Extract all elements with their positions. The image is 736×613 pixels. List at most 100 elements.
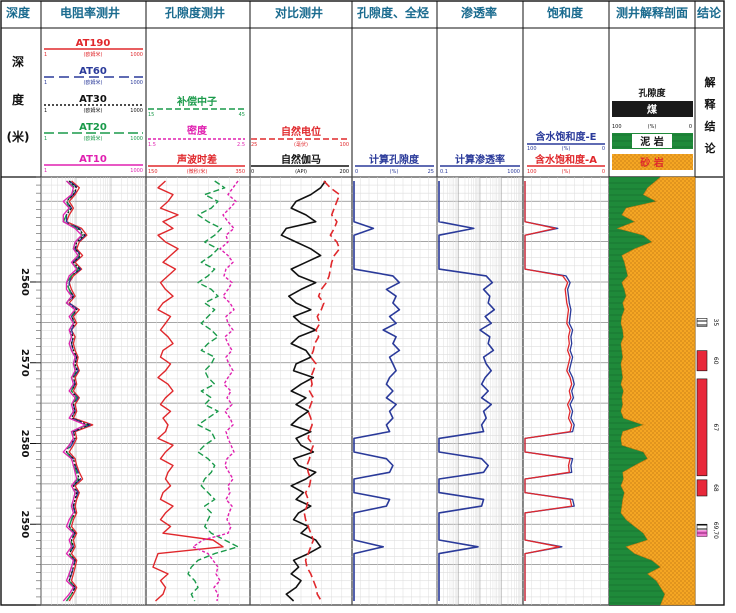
legend-calc-perm: 计算渗透率 [455, 153, 505, 166]
conclusion-interval-label: 68 [712, 484, 719, 492]
legend-at30-min: 1 [44, 108, 47, 114]
legend-coal: 煤 [647, 103, 657, 116]
conclusion-label-2: 释 [705, 97, 717, 111]
depth-label-3: (米) [7, 129, 30, 144]
legend-at60-unit: (欧姆米) [84, 79, 103, 86]
legend-porosity-min: 100 [612, 124, 622, 130]
header-correlation: 对比测井 [275, 5, 323, 20]
conclusion-interval [696, 350, 708, 372]
porosity-log-curve [152, 180, 224, 602]
legend-neutron-min: 15 [148, 112, 154, 118]
legend-gr-max: 200 [339, 169, 349, 175]
legend-sandstone-swatch [612, 154, 693, 170]
sw-a-curve [524, 181, 573, 601]
conclusion-label-1: 解 [705, 75, 716, 89]
sp-curve [303, 180, 341, 602]
porosity-log-curve [187, 180, 239, 602]
legend-at190-unit: (欧姆米) [84, 51, 103, 58]
depth-label-2: 度 [12, 92, 25, 107]
legend-sw-a-min: 100 [527, 169, 537, 175]
legend-sp-max: 100 [339, 142, 349, 148]
legend-sw-e-max: 0 [602, 146, 605, 152]
depth-tick-label: 2560 [19, 268, 30, 296]
calc-porosity-curve [353, 181, 401, 601]
legend-density-max: 2.5 [237, 142, 245, 148]
legend-at10: AT10 [79, 154, 107, 165]
sw-e-curve [524, 181, 575, 601]
legend-sonic-min: 150 [148, 169, 158, 175]
depth-label-1: 深 [12, 54, 24, 69]
legend-sw-a-max: 0 [602, 169, 605, 175]
legend-at20-min: 1 [44, 136, 47, 142]
legend-at20-max: 1000 [130, 136, 143, 142]
legend-sp-unit: (毫伏) [294, 141, 308, 148]
resistivity-curve-at10 [62, 180, 86, 602]
legend-at30-max: 1000 [130, 108, 143, 114]
depth-tick-label: 2570 [19, 349, 30, 377]
conclusion-interval-label: 60 [712, 357, 719, 365]
profile-sand-fill [616, 176, 696, 606]
porosity-log-curve [192, 180, 239, 602]
legend-sandstone: 砂 岩 [639, 156, 663, 169]
legend-porosity-unit: (%) [648, 124, 657, 130]
legend-porosity-max: 0 [689, 124, 692, 130]
header-depth: 深度 [6, 5, 31, 20]
header-resistivity: 电阻率测井 [60, 5, 120, 20]
legend-at10-max: 1000 [130, 168, 143, 174]
header-porosity-hc: 孔隙度、全烃 [357, 5, 429, 20]
calc-permeability-curve [438, 181, 496, 601]
legend-calc-perm-max: 1000 [507, 169, 520, 175]
legend-sw-e-min: 100 [527, 146, 537, 152]
legend-density: 密度 [187, 124, 208, 137]
conclusion-interval-label: 35 [712, 319, 719, 327]
legend-density-min: 1.5 [148, 142, 156, 148]
legend-porosity: 孔隙度 [638, 87, 666, 99]
generated-marks: 2560 2570 2580 2590 35 60 67 68 69,70 [0, 0, 725, 606]
legend-sonic-unit: (微秒/米) [187, 168, 208, 175]
legend-neutron-max: 45 [239, 112, 245, 118]
legend-calc-porosity-min: 0 [355, 169, 358, 175]
legend-at190-min: 1 [44, 52, 47, 58]
legend-sp-min: 25 [251, 142, 257, 148]
legend-calc-porosity-unit: (%) [390, 169, 399, 175]
conclusion-interval [696, 378, 708, 477]
header-permeability: 渗透率 [461, 5, 497, 20]
gamma-ray-curve [280, 180, 327, 602]
header-profile: 测井解释剖面 [616, 5, 688, 20]
depth-tick-label: 2580 [19, 430, 30, 458]
legend-coal-swatch [612, 101, 693, 117]
legend-mudstone-label-bg [632, 134, 672, 148]
conclusion-interval [696, 479, 708, 497]
legend-gr-unit: (API) [295, 169, 307, 175]
legend-at20-unit: (欧姆米) [84, 135, 103, 142]
legend-sp: 自然电位 [281, 125, 321, 138]
depth-tick-label: 2590 [19, 510, 30, 538]
legend-sw-e: 含水饱和度-E [536, 130, 597, 143]
legend-gr: 自然伽马 [281, 153, 321, 166]
legend-sw-a-unit: (%) [562, 169, 571, 175]
legend-sonic: 声波时差 [176, 153, 217, 166]
legend-at30-unit: (欧姆米) [84, 107, 103, 114]
legend-at60-min: 1 [44, 80, 47, 86]
legend-calc-porosity: 计算孔隙度 [369, 153, 420, 166]
legend-at20: AT20 [79, 122, 107, 133]
legend-at190: AT190 [76, 38, 111, 49]
conclusion-interval-label: 69,70 [712, 522, 719, 539]
legend-at60: AT60 [79, 66, 107, 77]
conclusion-interval-mark [697, 530, 707, 537]
legend-calc-perm-min: 0.1 [440, 169, 448, 175]
resistivity-curve-at190 [65, 180, 94, 602]
conclusion-label-3: 结 [704, 119, 716, 133]
legend-sonic-max: 350 [235, 169, 245, 175]
header-porosity-logs: 孔隙度测井 [165, 5, 225, 20]
conclusion-interval [696, 318, 708, 327]
legend-neutron: 补偿中子 [176, 95, 217, 108]
legend-mudstone: 泥 岩 [640, 135, 663, 148]
legend-calc-porosity-max: 25 [428, 169, 434, 175]
legend-gr-min: 0 [251, 169, 254, 175]
header-conclusion: 结论 [697, 5, 722, 20]
legend-at30: AT30 [79, 94, 107, 105]
legend-at190-max: 1000 [130, 52, 143, 58]
